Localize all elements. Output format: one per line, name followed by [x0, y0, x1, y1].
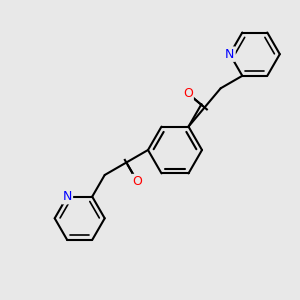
Text: O: O: [183, 87, 193, 100]
Text: O: O: [132, 175, 142, 188]
Text: N: N: [225, 48, 235, 61]
Text: N: N: [62, 190, 72, 203]
